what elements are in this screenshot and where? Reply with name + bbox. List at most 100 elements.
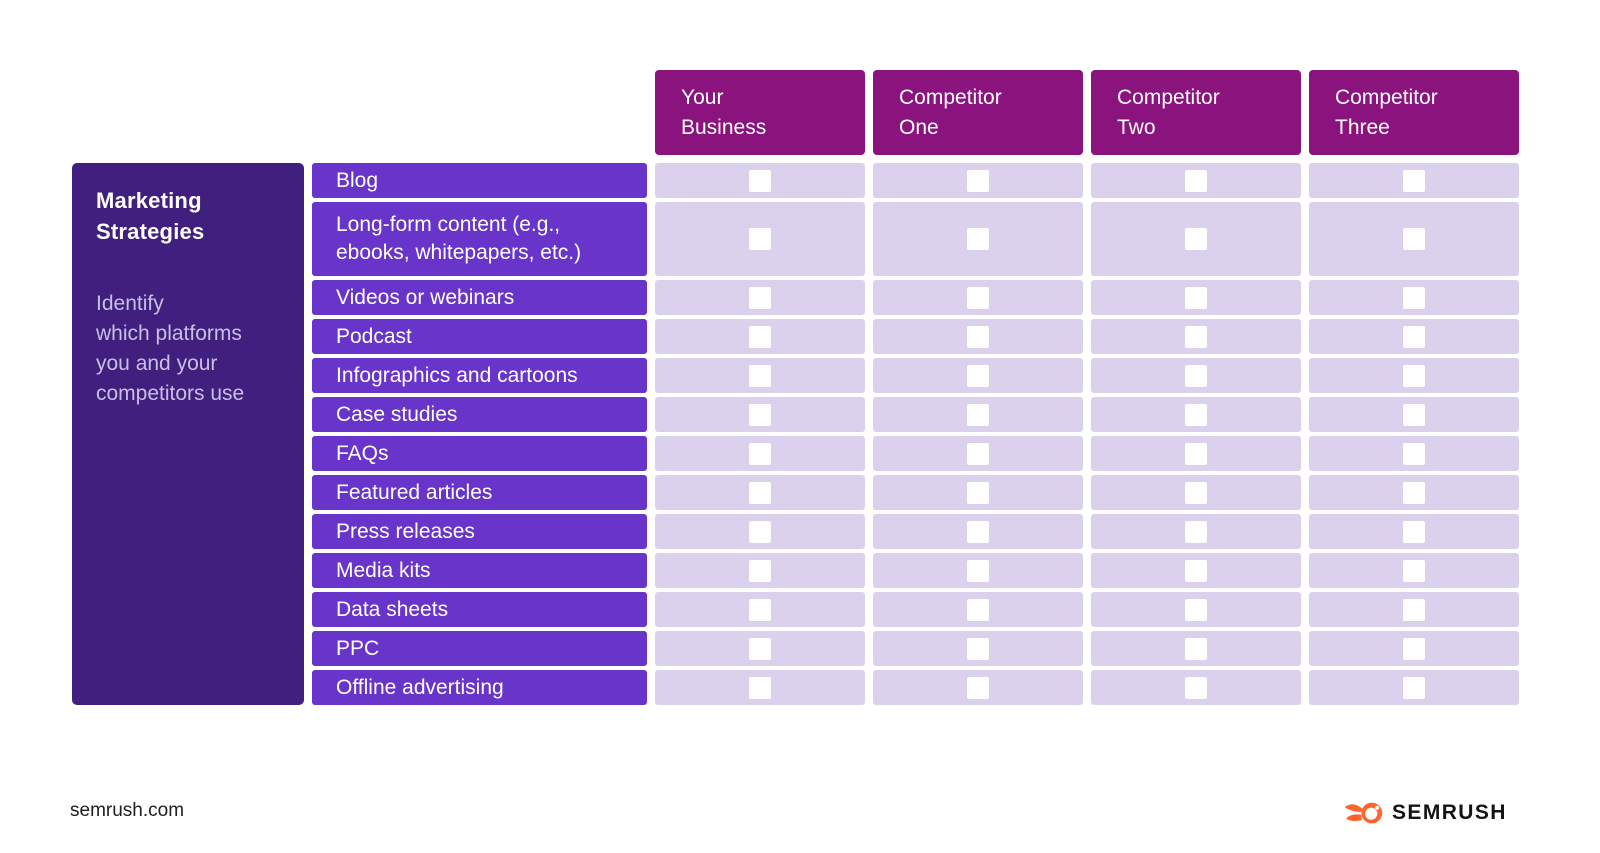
checkbox[interactable] bbox=[749, 442, 771, 465]
checkbox-cell bbox=[1091, 163, 1301, 198]
semrush-flame-icon bbox=[1344, 802, 1383, 824]
checkbox[interactable] bbox=[749, 559, 771, 582]
checkbox[interactable] bbox=[967, 559, 989, 582]
checkbox[interactable] bbox=[1403, 403, 1425, 426]
checkbox[interactable] bbox=[749, 403, 771, 426]
checkbox[interactable] bbox=[1185, 442, 1207, 465]
column-header-competitor-three: Competitor Three bbox=[1309, 70, 1519, 155]
checkbox-cell bbox=[873, 475, 1083, 510]
checkbox[interactable] bbox=[749, 325, 771, 348]
checkbox[interactable] bbox=[1185, 676, 1207, 699]
checkbox-cell bbox=[655, 280, 865, 315]
checkbox[interactable] bbox=[1185, 598, 1207, 621]
checkbox[interactable] bbox=[749, 520, 771, 543]
checkbox[interactable] bbox=[967, 481, 989, 504]
checkbox[interactable] bbox=[1403, 286, 1425, 309]
checkbox[interactable] bbox=[1403, 481, 1425, 504]
strategy-row-videos-or-webinars: Videos or webinars bbox=[312, 280, 647, 315]
semrush-logo: SEMRUSH bbox=[1344, 800, 1507, 826]
intro-panel: Marketing Strategies Identify which plat… bbox=[72, 163, 304, 705]
checkbox-cell bbox=[873, 319, 1083, 354]
checkbox[interactable] bbox=[1185, 364, 1207, 387]
checkbox[interactable] bbox=[1185, 325, 1207, 348]
checkbox[interactable] bbox=[967, 520, 989, 543]
checkbox-cell bbox=[873, 163, 1083, 198]
checkbox[interactable] bbox=[1185, 228, 1207, 250]
checkbox[interactable] bbox=[1403, 676, 1425, 699]
checkbox[interactable] bbox=[1185, 520, 1207, 543]
checkbox[interactable] bbox=[1403, 559, 1425, 582]
checkbox-cell bbox=[1309, 280, 1519, 315]
checkbox[interactable] bbox=[967, 325, 989, 348]
checkbox[interactable] bbox=[1403, 364, 1425, 387]
checkbox[interactable] bbox=[1185, 559, 1207, 582]
checkbox[interactable] bbox=[967, 228, 989, 250]
checkbox[interactable] bbox=[1403, 228, 1425, 250]
checkbox-cell bbox=[655, 163, 865, 198]
checkbox[interactable] bbox=[1185, 286, 1207, 309]
strategy-row-offline-advertising: Offline advertising bbox=[312, 670, 647, 705]
checkbox-cell bbox=[1309, 631, 1519, 666]
checkbox[interactable] bbox=[967, 286, 989, 309]
checkbox-cell bbox=[655, 436, 865, 471]
website-url: semrush.com bbox=[70, 800, 185, 821]
checkbox-cell bbox=[873, 358, 1083, 393]
checkbox-cell bbox=[655, 553, 865, 588]
column-header-your-business: Your Business bbox=[655, 70, 865, 155]
checkbox[interactable] bbox=[749, 637, 771, 660]
checkbox[interactable] bbox=[1403, 520, 1425, 543]
checkbox[interactable] bbox=[1403, 325, 1425, 348]
strategy-row-faqs: FAQs bbox=[312, 436, 647, 471]
semrush-logo-text: SEMRUSH bbox=[1392, 801, 1507, 824]
checkbox[interactable] bbox=[749, 228, 771, 250]
checkbox-cell bbox=[1309, 670, 1519, 705]
checkbox-cell bbox=[873, 670, 1083, 705]
checkbox-cell bbox=[1091, 475, 1301, 510]
checkbox[interactable] bbox=[1185, 403, 1207, 426]
checkbox-cell bbox=[873, 436, 1083, 471]
checkbox-cell bbox=[1309, 514, 1519, 549]
checkbox[interactable] bbox=[967, 364, 989, 387]
checkbox[interactable] bbox=[1185, 169, 1207, 192]
checkbox-cell bbox=[655, 202, 865, 276]
checkbox[interactable] bbox=[1403, 637, 1425, 660]
checkbox-cell bbox=[1091, 514, 1301, 549]
checkbox[interactable] bbox=[967, 676, 989, 699]
strategy-row-featured-articles: Featured articles bbox=[312, 475, 647, 510]
checkbox-cell bbox=[655, 592, 865, 627]
checkbox[interactable] bbox=[1403, 442, 1425, 465]
checkbox[interactable] bbox=[967, 403, 989, 426]
checkbox-cell bbox=[1309, 163, 1519, 198]
checkbox-cell bbox=[1091, 553, 1301, 588]
checkbox[interactable] bbox=[749, 364, 771, 387]
checkbox-cell bbox=[1091, 319, 1301, 354]
checkbox-cell bbox=[655, 475, 865, 510]
checkbox-cell bbox=[873, 631, 1083, 666]
checkbox-cell bbox=[1091, 436, 1301, 471]
checkbox[interactable] bbox=[967, 169, 989, 192]
checkbox[interactable] bbox=[749, 481, 771, 504]
checkbox[interactable] bbox=[749, 676, 771, 699]
checkbox[interactable] bbox=[967, 598, 989, 621]
checkbox[interactable] bbox=[967, 442, 989, 465]
checkbox-cell bbox=[1091, 397, 1301, 432]
strategy-row-long-form-content: Long-form content (e.g., ebooks, whitepa… bbox=[312, 202, 647, 276]
checkbox-cell bbox=[1309, 553, 1519, 588]
checkbox[interactable] bbox=[1185, 481, 1207, 504]
checkbox[interactable] bbox=[1403, 169, 1425, 192]
checkbox-cell bbox=[873, 592, 1083, 627]
checkbox[interactable] bbox=[749, 286, 771, 309]
checkbox-cell bbox=[1309, 202, 1519, 276]
checkbox-cell bbox=[1091, 202, 1301, 276]
checkbox[interactable] bbox=[967, 637, 989, 660]
strategy-row-podcast: Podcast bbox=[312, 319, 647, 354]
column-header-competitor-one: Competitor One bbox=[873, 70, 1083, 155]
strategy-row-case-studies: Case studies bbox=[312, 397, 647, 432]
checkbox[interactable] bbox=[749, 169, 771, 192]
strategy-row-ppc: PPC bbox=[312, 631, 647, 666]
checkbox[interactable] bbox=[749, 598, 771, 621]
checkbox[interactable] bbox=[1403, 598, 1425, 621]
checkbox-cell bbox=[655, 358, 865, 393]
strategy-row-blog: Blog bbox=[312, 163, 647, 198]
checkbox[interactable] bbox=[1185, 637, 1207, 660]
